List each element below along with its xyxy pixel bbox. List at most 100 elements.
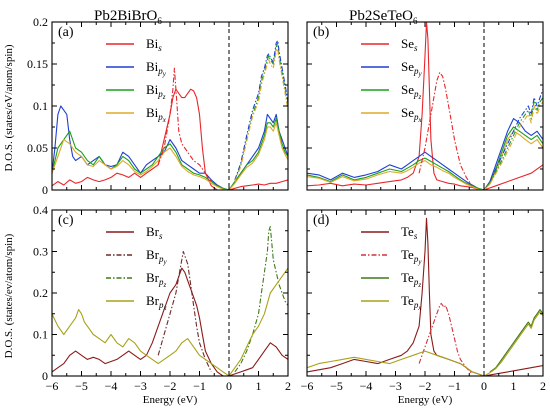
- series-line-6: [489, 97, 543, 184]
- legend-entry: Tepx: [401, 293, 422, 312]
- y-axis-label-bottom: D.O.S. (states/ev/atom/spin): [3, 233, 15, 358]
- panel-2: −6 −5 −4 −3 −2 −1 0 1 2 0 0.1 0.2 0.3 0.4 (c) Brs Brpy Br…: [33, 203, 291, 393]
- legend-entry: Sepy: [401, 59, 423, 78]
- series-line-3: [307, 130, 543, 190]
- panel-3: −6 −5 −4 −3 −2 −1 0 1 2 (d) Tes Tepy Tepz Tepx: [301, 209, 546, 393]
- legend-entry: Bis: [146, 36, 162, 53]
- series-line-1: [52, 105, 288, 190]
- series-line-3: [52, 267, 288, 376]
- x-tick-label: −4: [105, 379, 118, 393]
- y-tick-label: 0: [42, 369, 48, 383]
- legend-subsubscript: y: [162, 70, 167, 78]
- legend-subscript: p: [158, 254, 164, 264]
- legend-subsubscript: z: [163, 281, 167, 289]
- x-tick-label: −2: [419, 379, 432, 393]
- y-tick-label: 0.3: [33, 245, 48, 259]
- series-line-0: [52, 267, 288, 376]
- y-axis-label-top: D.O.S. (states/eV/atom/spin): [3, 44, 15, 171]
- x-tick-label: −4: [360, 379, 373, 393]
- legend-subsubscript: y: [417, 258, 422, 266]
- x-tick-label: −3: [134, 379, 147, 393]
- legend-subscript: s: [414, 231, 418, 241]
- series-line-7: [234, 48, 288, 182]
- legend-entry: Tes: [401, 224, 418, 241]
- legend-subsubscript: x: [417, 304, 422, 312]
- legend-subsubscript: z: [417, 281, 421, 289]
- series-group: [307, 22, 543, 190]
- x-tick-label: 2: [540, 379, 546, 393]
- series-line-1: [307, 118, 543, 190]
- legend-subscript: p: [413, 89, 419, 99]
- legend-entry: Tepz: [401, 270, 421, 289]
- x-tick-label: −2: [164, 379, 177, 393]
- x-tick-label: 1: [256, 379, 262, 393]
- series-line-0: [307, 22, 543, 190]
- panel-1: (b) Pb2SeTeO6 Ses Sepy Sepz Sepx: [306, 8, 544, 191]
- series-line-4: [418, 71, 473, 187]
- x-tick-label: 2: [285, 379, 291, 393]
- legend-subscript: s: [414, 43, 418, 53]
- panel-title: Pb2BiBrO6: [94, 8, 162, 26]
- x-axis-label-left: Energy (eV): [143, 394, 198, 406]
- x-tick-label: 0: [226, 379, 232, 393]
- panel-label: (b): [313, 25, 330, 40]
- legend-subscript: p: [157, 112, 163, 122]
- series-line-5: [489, 89, 543, 182]
- panel-label: (d): [313, 213, 330, 228]
- legend-subscript: p: [158, 300, 164, 310]
- series-line-2: [52, 118, 288, 190]
- y-tick-label: 0.2: [33, 286, 48, 300]
- series-line-7: [489, 101, 543, 185]
- legend-subsubscript: z: [162, 93, 166, 101]
- series-line-6: [234, 39, 288, 181]
- series-line-3: [307, 311, 543, 376]
- series-line-2: [307, 126, 543, 190]
- y-tick-label: 0: [42, 183, 48, 197]
- legend-subsubscript: x: [163, 304, 168, 312]
- legend-subsubscript: x: [162, 116, 167, 124]
- legend-subscript: p: [157, 89, 163, 99]
- series-line-2: [489, 309, 543, 373]
- x-tick-label: −1: [448, 379, 461, 393]
- x-tick-label: −1: [193, 379, 206, 393]
- x-tick-label: −6: [301, 379, 314, 393]
- y-tick-label: 0.1: [33, 328, 48, 342]
- x-axis-label-right: Energy (eV): [398, 394, 453, 406]
- legend-subsubscript: z: [418, 93, 422, 101]
- series-line-1: [157, 250, 212, 373]
- series-line-4: [157, 67, 212, 182]
- legend-entry: Brpx: [146, 293, 168, 312]
- x-tick-label: −3: [389, 379, 402, 393]
- legend-subscript: p: [413, 66, 419, 76]
- series-group: [52, 39, 288, 190]
- legend-entry: Brs: [146, 224, 163, 241]
- x-tick-label: −6: [46, 379, 59, 393]
- series-line-3: [52, 122, 288, 190]
- x-tick-label: −5: [330, 379, 343, 393]
- series-line-1: [418, 302, 473, 375]
- legend-entry: Bipy: [146, 59, 167, 78]
- panel-title-subscript: 6: [157, 16, 162, 26]
- legend-subsubscript: y: [163, 258, 168, 266]
- legend-entry: Bipx: [146, 105, 167, 124]
- y-tick-label: 0.4: [33, 203, 48, 217]
- legend-subscript: p: [413, 277, 419, 287]
- legend-entry: Sepx: [401, 105, 423, 124]
- x-tick-label: 1: [511, 379, 517, 393]
- series-line-5: [234, 42, 288, 182]
- x-tick-label: −5: [75, 379, 88, 393]
- legend-entry: Ses: [401, 36, 418, 53]
- series-line-2: [234, 226, 288, 373]
- y-tick-label: 0.05: [27, 141, 48, 155]
- panel-0: 0 0.05 0.1 0.15 0.2 (a) Pb2BiBrO6 Bis Bipy Bipz Bi…: [27, 8, 289, 197]
- legend-entry: Brpz: [146, 270, 167, 289]
- legend-subscript: s: [158, 43, 162, 53]
- legend-subscript: p: [157, 66, 163, 76]
- x-tick-label: 0: [481, 379, 487, 393]
- panel-title: Pb2SeTeO6: [349, 8, 418, 26]
- y-tick-label: 0.1: [33, 99, 48, 113]
- legend-entry: Tepy: [401, 247, 422, 266]
- legend-subscript: s: [159, 231, 163, 241]
- panel-label: (c): [58, 213, 74, 228]
